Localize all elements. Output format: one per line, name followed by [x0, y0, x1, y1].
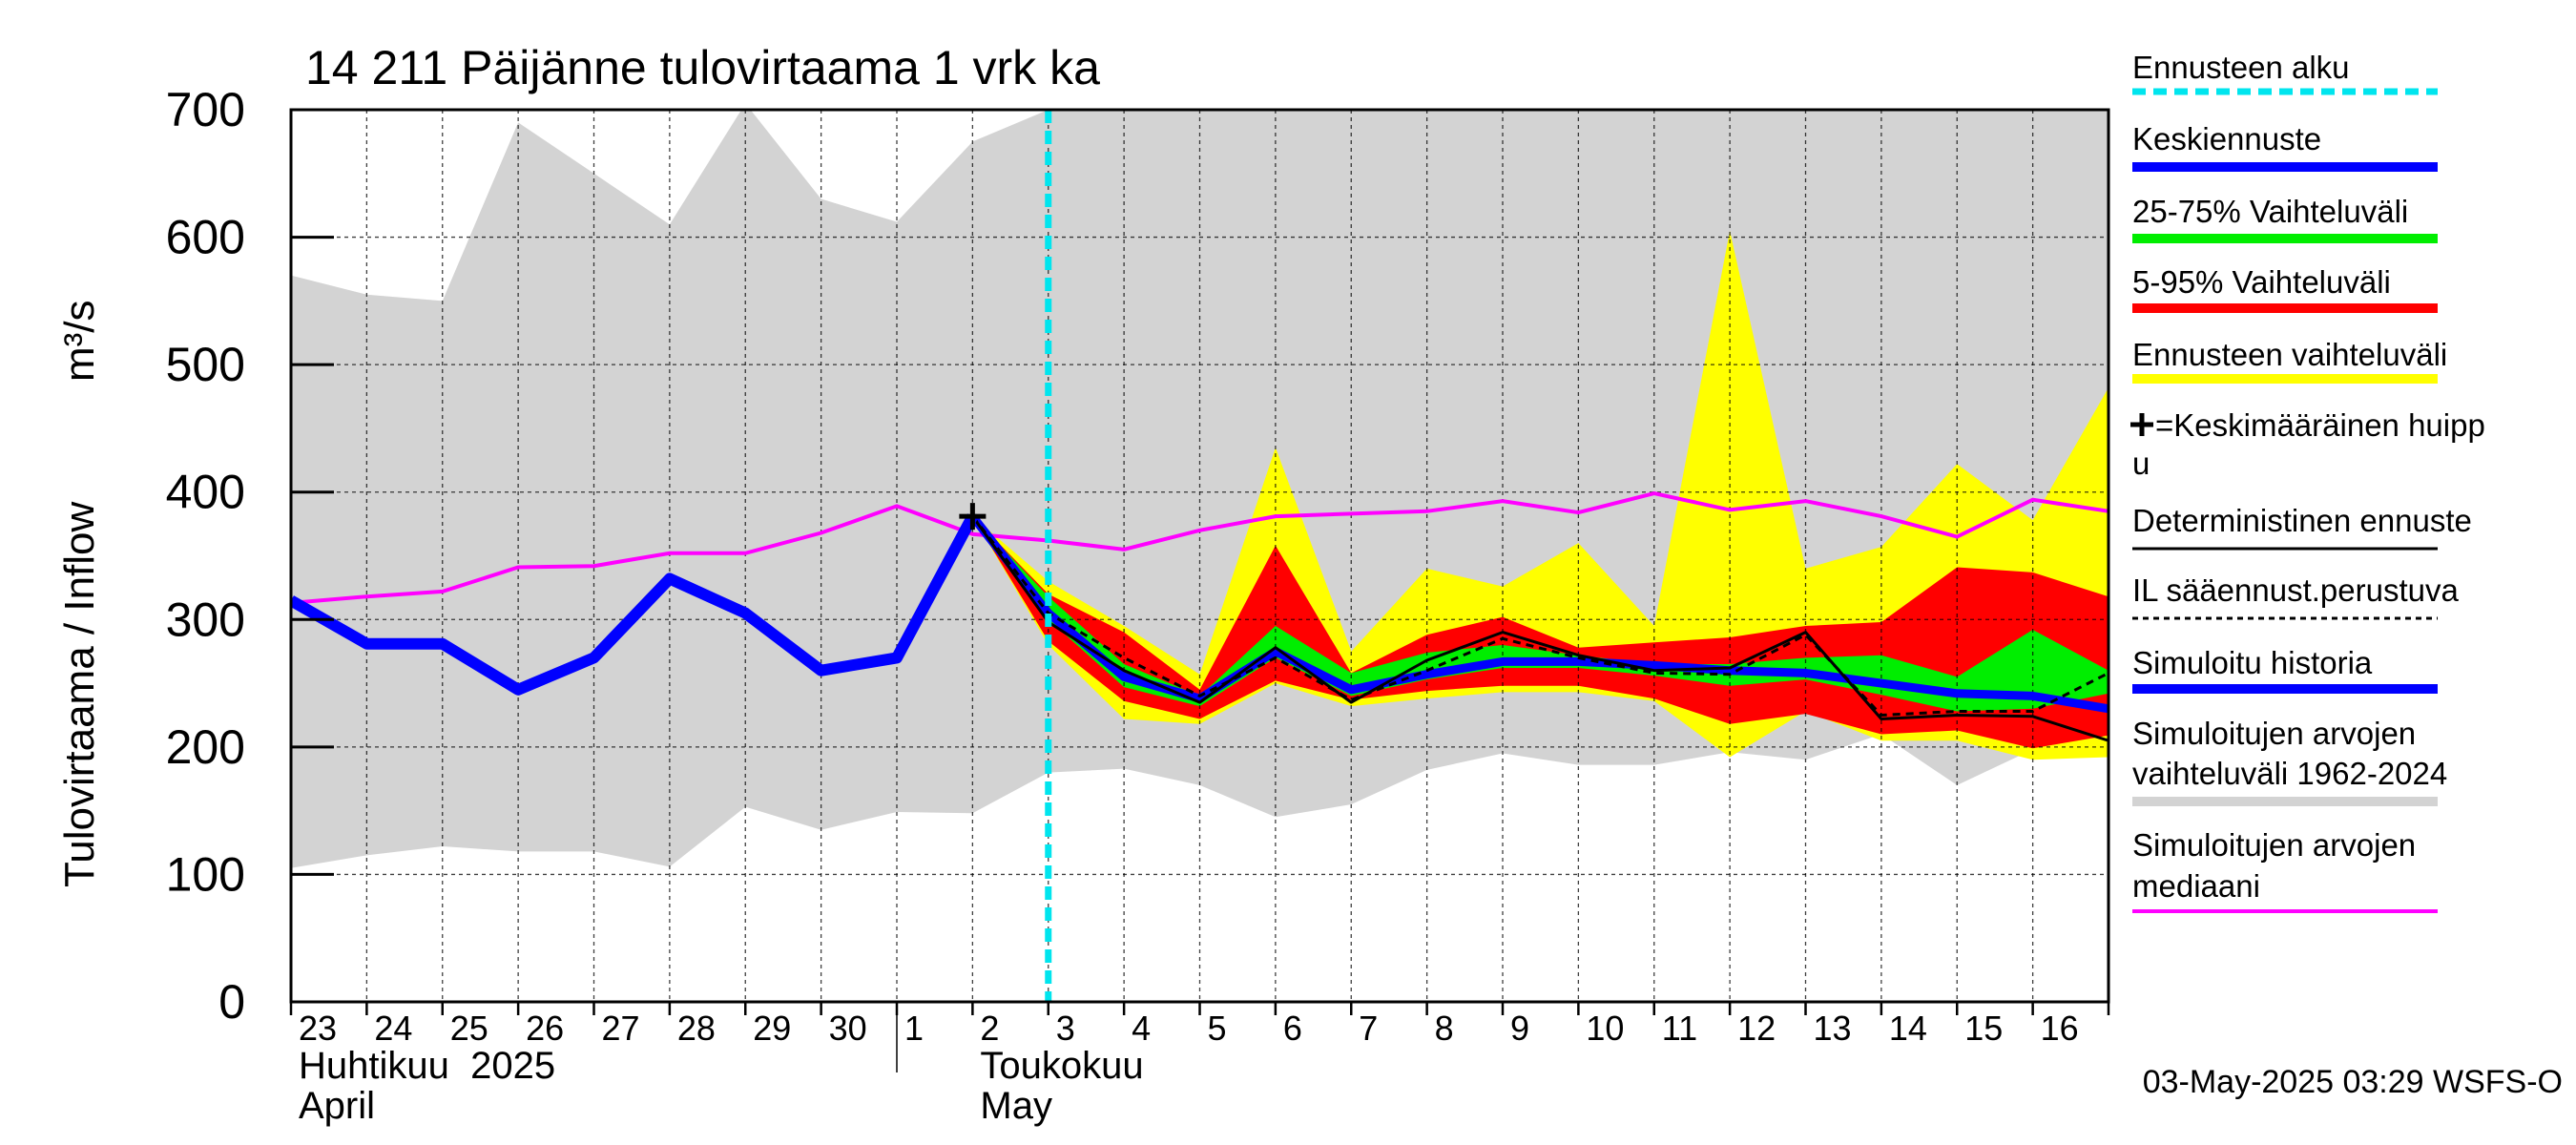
- month-label: Toukokuu: [980, 1045, 1143, 1087]
- x-day-label: 26: [526, 1009, 564, 1048]
- peak-marker: [959, 503, 987, 531]
- legend-label: Simuloitujen arvojen: [2132, 827, 2416, 863]
- x-day-label: 2: [980, 1009, 999, 1048]
- legend-label-line2: vaihteluväli 1962-2024: [2132, 756, 2447, 791]
- x-day-label: 25: [450, 1009, 488, 1048]
- grid: [291, 109, 2109, 1002]
- legend-label: 25-75% Vaihteluväli: [2132, 194, 2408, 229]
- y-tick-label: 400: [166, 466, 245, 519]
- x-day-label: 7: [1359, 1009, 1378, 1048]
- y-tick-label: 300: [166, 593, 245, 646]
- month-label: Huhtikuu 2025: [299, 1045, 555, 1087]
- footer-timestamp: 03-May-2025 03:29 WSFS-O: [2143, 1064, 2563, 1100]
- legend-label: Simuloitu historia: [2132, 645, 2373, 680]
- legend-label: Ennusteen alku: [2132, 50, 2350, 85]
- x-day-label: 15: [1964, 1009, 2003, 1048]
- x-day-label: 29: [753, 1009, 791, 1048]
- legend-label: Deterministinen ennuste: [2132, 503, 2472, 538]
- legend-peak-marker: [2130, 413, 2153, 436]
- x-day-label: 24: [374, 1009, 412, 1048]
- legend-label: Simuloitujen arvojen: [2132, 716, 2416, 751]
- x-day-label: 12: [1737, 1009, 1776, 1048]
- legend: Ennusteen alku Keskiennuste 25-75% Vaihtel…: [2130, 50, 2485, 913]
- y-axis-unit: m³/s: [56, 300, 103, 382]
- x-day-label: 23: [299, 1009, 337, 1048]
- series-line-simuloitu-historia: [291, 513, 978, 696]
- y-axis-label: Tulovirtaama / Inflow: [56, 501, 103, 887]
- y-tick-label: 600: [166, 211, 245, 264]
- range-bands: [291, 110, 2109, 868]
- series-line-deterministinen-ennuste: [971, 515, 2109, 742]
- month-label-english: May: [980, 1085, 1052, 1127]
- series-line-il-s-ennust-perustuva: [971, 515, 2109, 717]
- p5-95-band: [972, 516, 2109, 749]
- x-day-label: 9: [1510, 1009, 1529, 1048]
- y-tick-label: 100: [166, 847, 245, 901]
- legend-label-line2: mediaani: [2132, 868, 2260, 904]
- x-day-label: 8: [1435, 1009, 1454, 1048]
- legend-label: =Keskimääräinen huipp: [2155, 407, 2485, 443]
- x-day-label: 6: [1283, 1009, 1302, 1048]
- y-tick-label: 500: [166, 338, 245, 391]
- x-day-label: 27: [602, 1009, 640, 1048]
- legend-label: Keskiennuste: [2132, 121, 2321, 156]
- legend-label: IL sääennust.perustuva: [2132, 572, 2459, 608]
- y-tick-label: 200: [166, 720, 245, 774]
- x-day-label: 13: [1814, 1009, 1852, 1048]
- x-day-label: 14: [1889, 1009, 1927, 1048]
- x-day-label: 1: [904, 1009, 924, 1048]
- chart-title: 14 211 Päijänne tulovirtaama 1 vrk ka: [305, 41, 1100, 94]
- legend-label: Ennusteen vaihteluväli: [2132, 337, 2447, 372]
- x-day-label: 10: [1586, 1009, 1624, 1048]
- x-day-label: 3: [1056, 1009, 1075, 1048]
- x-day-label: 28: [677, 1009, 716, 1048]
- series-lines: [291, 491, 2109, 742]
- legend-label: 5-95% Vaihteluväli: [2132, 264, 2391, 300]
- y-tick-label: 0: [218, 975, 245, 1029]
- x-day-label: 4: [1132, 1009, 1151, 1048]
- x-day-label: 11: [1662, 1009, 1697, 1048]
- month-label-english: April: [299, 1085, 375, 1127]
- legend-label-line2: u: [2132, 446, 2150, 481]
- x-day-label: 30: [829, 1009, 867, 1048]
- y-tick-label: 700: [166, 83, 245, 136]
- x-day-label: 5: [1208, 1009, 1227, 1048]
- median-line: [291, 491, 2109, 605]
- x-day-label: 16: [2041, 1009, 2079, 1048]
